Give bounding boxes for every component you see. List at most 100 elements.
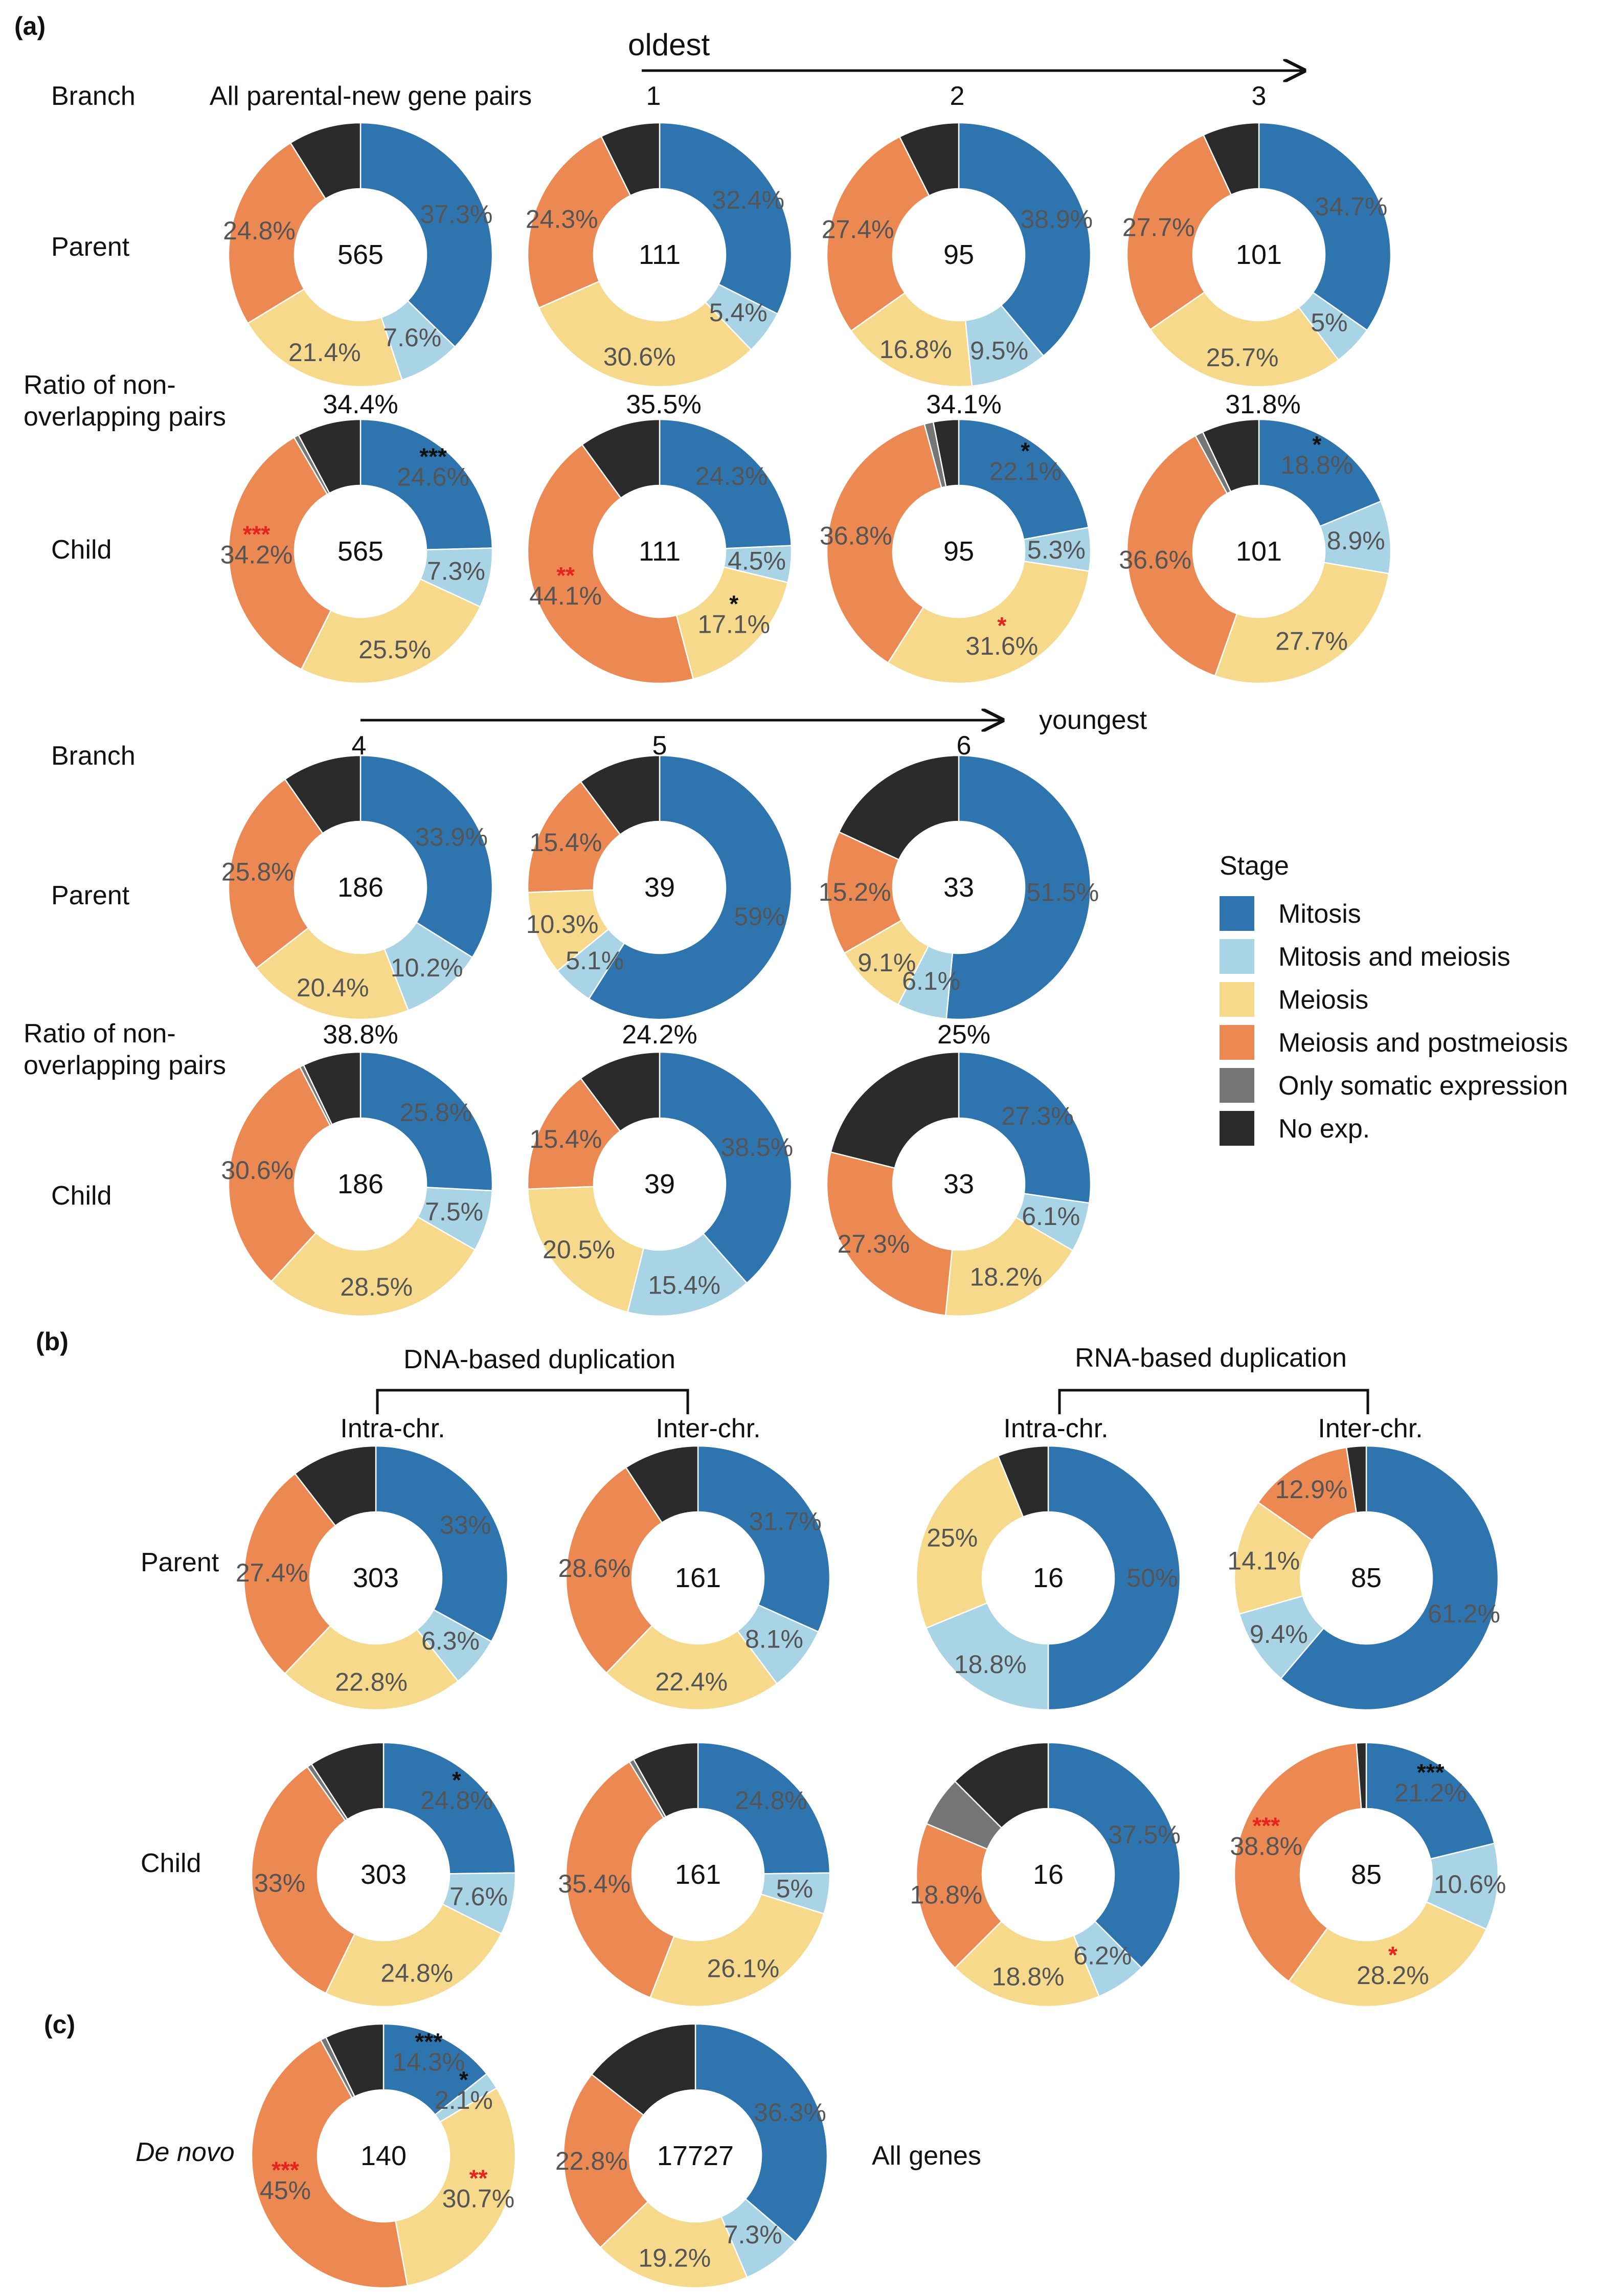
- legend-label-somatic: Only somatic expression: [1278, 1071, 1568, 1101]
- donut-chart: 303 33% 6.3% 22.8% 27.4%: [236, 1445, 509, 1711]
- donut-pct-label: 4.5%: [728, 547, 786, 575]
- legend-label-meiosis: Meiosis: [1278, 985, 1368, 1015]
- parent-label-1: Parent: [51, 232, 130, 262]
- donut-slice-meiosis: [850, 292, 973, 388]
- all-pairs-header: All parental-new gene pairs: [210, 81, 532, 111]
- donut-center-count: 95: [943, 239, 974, 270]
- donut-center-count: 33: [943, 1169, 974, 1199]
- oldest-label: oldest: [628, 28, 710, 62]
- donut-center-count: 85: [1351, 1859, 1382, 1890]
- donut-pct-label: 27.4%: [822, 215, 894, 244]
- donut-pct-label: 24.8%: [380, 1959, 453, 1988]
- donut-pct-label: 17.1%: [697, 610, 770, 639]
- donut-hole: [632, 1809, 764, 1941]
- donut-chart: 161 24.8% 5% 26.1% 35.4%: [558, 1742, 831, 2008]
- donut-pct-label: 10.2%: [391, 953, 463, 982]
- donut-hole: [594, 485, 726, 617]
- significance-stars: *: [1388, 1942, 1397, 1968]
- dna-intra-label: Intra-chr.: [340, 1414, 445, 1443]
- significance-stars: ***: [1252, 1812, 1280, 1839]
- donut-pct-label: 5.3%: [1027, 536, 1086, 564]
- donut-chart: 17727 36.3% 7.3% 19.2% 22.8%: [555, 2023, 828, 2289]
- ratio-label-2b: overlapping pairs: [24, 1051, 226, 1080]
- donut-pct-label: 24.3%: [526, 205, 598, 233]
- donut-slice-mitosis: [359, 754, 493, 959]
- branch-3-label: 3: [1252, 81, 1267, 111]
- donut-pct-label: 7.3%: [724, 2220, 782, 2249]
- donut-pct-label: 22.8%: [555, 2147, 628, 2175]
- rna-inter-label: Inter-chr.: [1318, 1414, 1423, 1443]
- branch-2-label: 2: [950, 81, 965, 111]
- donut-hole: [893, 821, 1025, 953]
- donut-pct-label: 18.8%: [1280, 451, 1353, 479]
- dna-header: DNA-based duplication: [403, 1345, 675, 1374]
- donut-charts: 565 37.3% 7.6% 21.4% 24.8% 111 32.4% 5.4% 30.6% 2…: [220, 122, 1506, 2289]
- donut-center-count: 565: [337, 239, 384, 270]
- donut-pct-label: 50%: [1126, 1564, 1178, 1592]
- donut-pct-label: 31.6%: [965, 632, 1038, 660]
- donut-chart: 16 37.5% 6.2% 18.8% 18.8%: [910, 1742, 1181, 2008]
- significance-stars: *: [1312, 431, 1321, 458]
- donut-hole: [982, 1809, 1114, 1941]
- donut-pct-label: 24.3%: [695, 462, 768, 491]
- child-label-b: Child: [141, 1848, 201, 1878]
- donut-pct-label: 25.5%: [358, 635, 431, 664]
- panel-b-label: (b): [36, 1327, 69, 1356]
- donut-chart: 95 22.1% 5.3% 31.6% 36.8% * *: [820, 418, 1092, 684]
- donut-pct-label: 24.8%: [420, 1786, 493, 1815]
- donut-center-count: 186: [337, 872, 384, 903]
- donut-pct-label: 32.4%: [712, 186, 784, 214]
- donut-pct-label: 45%: [260, 2176, 311, 2205]
- donut-center-count: 39: [644, 872, 675, 903]
- donut-center-count: 33: [943, 872, 974, 903]
- donut-pct-label: 6.1%: [1022, 1202, 1080, 1231]
- donut-pct-label: 6.1%: [902, 967, 960, 995]
- donut-center-count: 161: [675, 1859, 721, 1890]
- donut-chart: 16 50% 18.8% 25%: [915, 1445, 1181, 1711]
- dna-inter-label: Inter-chr.: [656, 1414, 760, 1443]
- donut-hole: [310, 1512, 442, 1644]
- legend-label-no-exp: No exp.: [1278, 1114, 1370, 1144]
- donut-pct-label: 10.6%: [1434, 1870, 1506, 1899]
- donut-pct-label: 38.5%: [720, 1133, 793, 1162]
- donut-pct-label: 7.5%: [425, 1197, 483, 1226]
- donut-pct-label: 22.8%: [335, 1667, 408, 1696]
- donut-pct-label: 36.3%: [754, 2098, 826, 2127]
- donut-pct-label: 33%: [440, 1510, 491, 1539]
- donut-pct-label: 15.2%: [819, 878, 891, 906]
- donut-hole: [982, 1512, 1114, 1644]
- donut-pct-label: 25.8%: [400, 1098, 472, 1127]
- donut-hole: [1300, 1512, 1432, 1644]
- donut-center-count: 95: [943, 536, 974, 567]
- parent-label-b: Parent: [141, 1548, 219, 1577]
- dna-bracket: [376, 1389, 689, 1414]
- donut-pct-label: 20.4%: [297, 973, 369, 1002]
- legend-label-mitosis: Mitosis: [1278, 899, 1361, 929]
- ratio-branch-4: 38.8%: [323, 1020, 398, 1050]
- donut-hole: [594, 1118, 726, 1250]
- donut-hole: [594, 189, 726, 321]
- legend-swatch-somatic: [1220, 1068, 1254, 1103]
- legend-swatch-no-exp: [1220, 1111, 1254, 1146]
- donut-chart: 101 18.8% 8.9% 27.7% 36.6% *: [1119, 418, 1392, 684]
- parent-label-2: Parent: [51, 881, 130, 910]
- donut-hole: [1193, 189, 1325, 321]
- donut-pct-label: 34.7%: [1315, 192, 1388, 221]
- significance-stars: **: [469, 2165, 488, 2192]
- legend-swatch-mitosis-meiosis: [1220, 939, 1254, 974]
- donut-chart: 85 61.2% 9.4% 14.1% 12.9%: [1227, 1445, 1500, 1711]
- donut-center-count: 101: [1236, 239, 1282, 270]
- donut-pct-label: 8.1%: [745, 1624, 803, 1653]
- donut-pct-label: 28.6%: [558, 1554, 631, 1583]
- donut-pct-label: 33%: [254, 1869, 305, 1898]
- significance-stars: **: [556, 562, 575, 589]
- donut-chart: 101 34.7% 5% 25.7% 27.7%: [1122, 122, 1392, 388]
- donut-pct-label: 37.3%: [420, 200, 493, 229]
- donut-center-count: 161: [675, 1563, 721, 1593]
- ratio-branch-5: 24.2%: [622, 1020, 697, 1050]
- donut-slice-meiosis-postmeiosis: [228, 436, 332, 671]
- donut-center-count: 16: [1033, 1563, 1064, 1593]
- legend-label-mitosis-meiosis: Mitosis and meiosis: [1278, 942, 1510, 972]
- ratio-label-1b: overlapping pairs: [24, 402, 226, 432]
- donut-pct-label: 5%: [1311, 308, 1347, 337]
